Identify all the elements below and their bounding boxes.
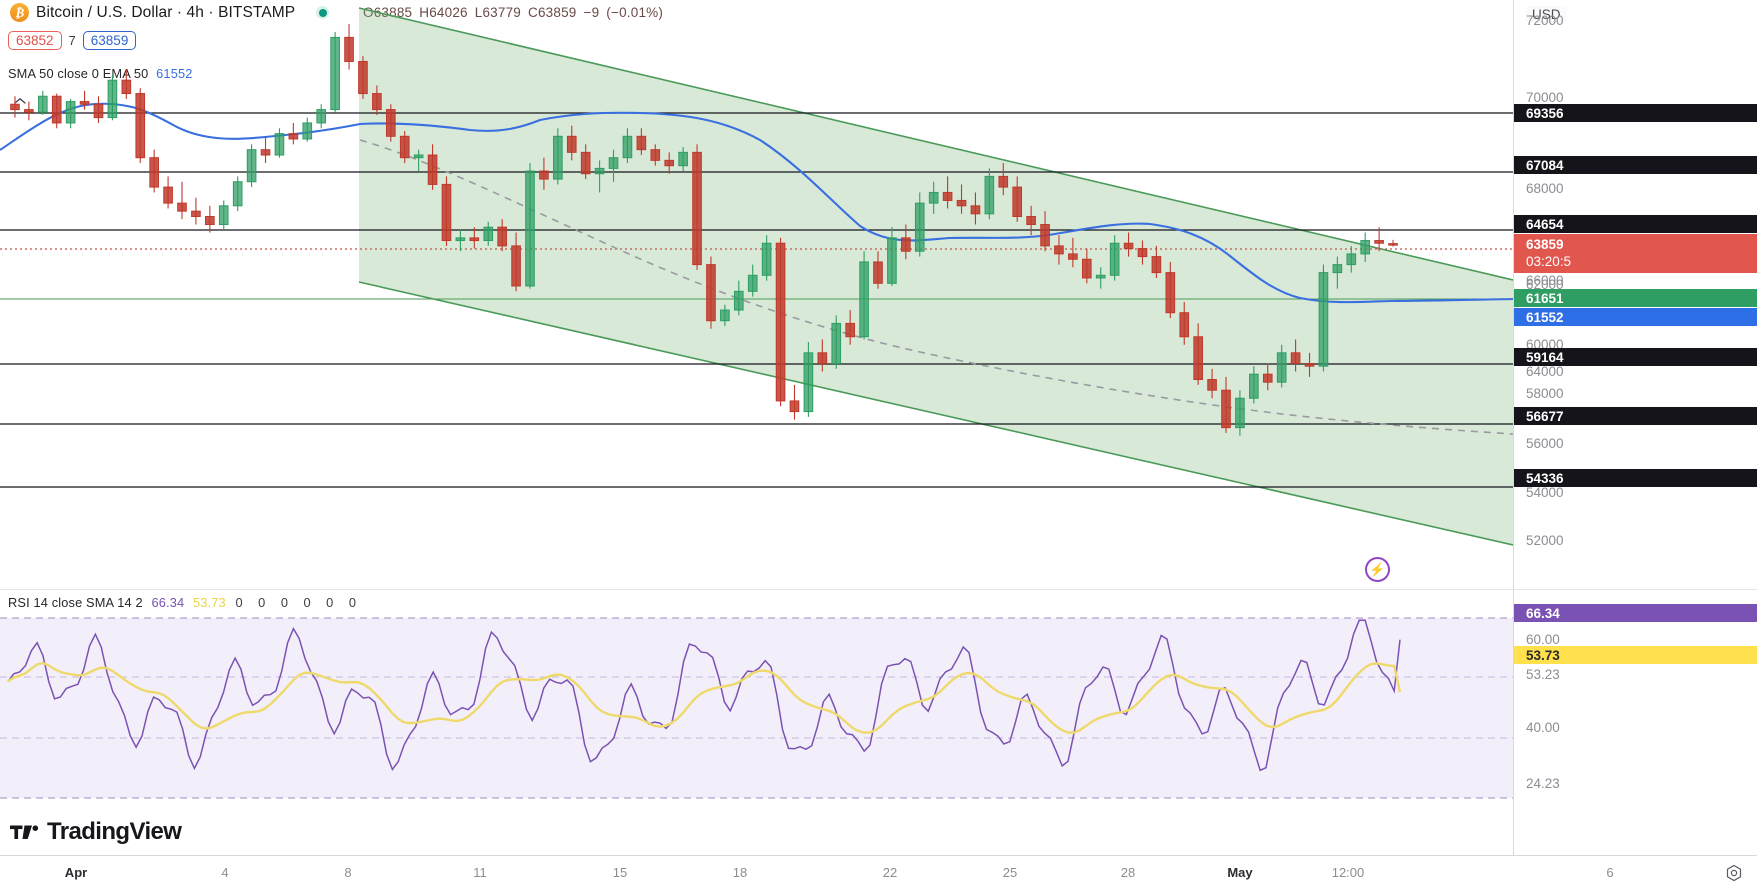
rsi-legend[interactable]: RSI 14 close SMA 14 2 66.34 53.73 0 0 0 … [8,595,362,610]
price-axis-tick: 52000 [1526,533,1564,548]
symbol-title[interactable]: Bitcoin / U.S. Dollar · 4h · BITSTAMP [36,3,296,21]
price-axis-tick: 64000 [1526,364,1564,379]
time-axis-tick: 8 [344,865,352,880]
current-price-marker[interactable]: 63859 03:20:5 [1514,234,1757,273]
tradingview-logo-icon [10,824,39,839]
candlestick-series [10,24,1398,436]
axis-separator [1513,589,1757,590]
price-axis-tick: 58000 [1526,386,1564,401]
price-level-marker[interactable]: 64654 [1514,215,1757,233]
trade-badges: 63852 7 63859 [8,31,137,50]
chevron-up-icon[interactable] [10,92,30,110]
price-level-marker[interactable]: 69356 [1514,104,1757,122]
time-axis-tick: 4 [221,865,229,880]
lightning-bolt-icon[interactable]: ⚡ [1365,557,1390,582]
price-level-marker[interactable]: 56677 [1514,407,1757,425]
ohlc-values: O63885 H64026 L63779 C63859 −9 (−0.01%) [363,5,670,20]
price-axis-tick: 54000 [1526,485,1564,500]
ohlc-high: H64026 [419,5,468,20]
price-level-marker[interactable]: 59164 [1514,348,1757,366]
time-axis-tick: 11 [473,865,487,880]
time-axis-tick: 18 [732,865,748,880]
price-axis[interactable]: USD 72000 70000 68000 66000 64000 62000 60000 5… [1513,0,1757,855]
market-status-icon [316,6,330,19]
currency-label[interactable]: USD [1526,6,1567,23]
time-axis[interactable]: Apr 4 8 11 15 18 22 25 28 May 12:00 6 [0,855,1757,890]
time-axis-tick: 6 [1606,865,1614,880]
price-chart-svg [0,7,1513,546]
bitcoin-icon: ₿ [10,3,29,22]
time-axis-tick: 12:00 [1331,865,1365,880]
spread-value: 7 [68,33,76,48]
rsi-value: 66.34 [151,595,185,610]
symbol-row[interactable]: ₿ Bitcoin / U.S. Dollar · 4h · BITSTAMP [10,3,330,22]
price-axis-tick: 70000 [1526,90,1564,105]
ohlc-change: −9 [583,5,600,20]
ohlc-open: O63885 [363,5,413,20]
price-axis-tick: 68000 [1526,181,1564,196]
ohlc-low: L63779 [474,5,521,20]
rsi-sma-value: 53.73 [192,595,226,610]
indicator-legend[interactable]: SMA 50 close 0 EMA 50 61552 [8,66,193,81]
price-axis-tick: 72000 [1526,13,1564,28]
rsi-series [7,619,1402,772]
rsi-line [7,619,1401,772]
rsi-legend-text: RSI 14 close SMA 14 2 [8,595,143,610]
price-level-marker[interactable]: 67084 [1514,156,1757,174]
pane-separator[interactable] [0,589,1513,590]
time-axis-tick: 22 [882,865,898,880]
rsi-axis-tick: 53.23 [1526,667,1560,682]
tradingview-watermark: TradingView [10,818,182,846]
time-axis-tick: 28 [1120,865,1136,880]
rsi-axis-tick: 60.00 [1526,632,1560,647]
price-level-marker[interactable]: 61651 [1514,289,1757,307]
price-axis-tick: 62000 [1526,277,1564,292]
rsi-axis-tick: 24.23 [1526,776,1560,791]
price-level-marker[interactable]: 61552 [1514,308,1757,326]
ohlc-close: C63859 [528,5,577,20]
price-axis-tick: 66000 [1526,273,1564,288]
rsi-chart-pane[interactable]: RSI 14 close SMA 14 2 66.34 53.73 0 0 0 … [0,590,1513,855]
sell-price-button[interactable]: 63852 [8,31,62,50]
chart-header: ₿ Bitcoin / U.S. Dollar · 4h · BITSTAMP … [0,0,1513,28]
time-axis-tick: Apr [64,865,88,880]
rsi-axis-tick: 40.00 [1526,720,1560,735]
buy-price-button[interactable]: 63859 [82,31,137,50]
rsi-level-marker[interactable]: 66.34 [1514,604,1757,622]
ema-value: 61552 [156,66,193,81]
indicator-legend-text: SMA 50 close 0 EMA 50 [8,66,149,81]
bar-countdown: 03:20:5 [1526,253,1572,269]
time-axis-tick: 15 [612,865,628,880]
time-axis-tick: 25 [1002,865,1018,880]
current-price-value: 63859 [1526,236,1564,252]
price-level-marker[interactable]: 54336 [1514,469,1757,487]
rsi-zero-params: 0 0 0 0 0 0 [235,595,362,610]
ohlc-change-pct: (−0.01%) [606,5,664,20]
rsi-chart-svg [0,617,1513,799]
rsi-sma-line [7,661,1402,734]
rsi-level-marker[interactable]: 53.73 [1514,646,1757,664]
tradingview-wordmark: TradingView [47,818,182,845]
timezone-settings-icon[interactable] [1725,864,1743,882]
price-chart-pane[interactable] [0,0,1513,588]
price-axis-tick: 56000 [1526,436,1564,451]
time-axis-tick: May [1227,865,1253,880]
